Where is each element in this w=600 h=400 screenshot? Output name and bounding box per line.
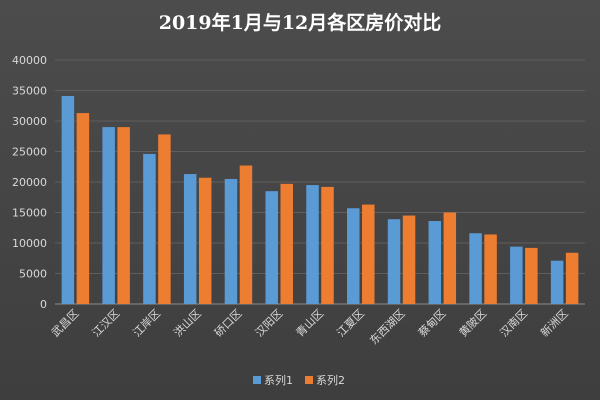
bar-系列1-东西湖区 bbox=[387, 219, 401, 304]
bar-系列2-蔡甸区 bbox=[443, 212, 457, 304]
x-tick-label: 蔡甸区 bbox=[416, 307, 449, 340]
y-tick-label: 15000 bbox=[12, 207, 47, 220]
legend: 系列1 系列2 bbox=[253, 373, 345, 387]
bar-系列2-武昌区 bbox=[76, 113, 90, 304]
bar-系列1-江夏区 bbox=[347, 208, 360, 304]
legend-swatch bbox=[253, 376, 261, 384]
bar-系列1-武昌区 bbox=[61, 95, 75, 305]
bar-系列1-青山区 bbox=[306, 185, 319, 304]
bar-系列2-洪山区 bbox=[198, 177, 212, 304]
bar-系列2-硚口区 bbox=[239, 165, 253, 304]
x-tick-label: 江夏区 bbox=[334, 307, 367, 340]
bar-系列2-东西湖区 bbox=[402, 215, 416, 304]
grid-layer bbox=[55, 59, 585, 305]
y-tick-label: 40000 bbox=[12, 54, 47, 67]
x-tick-label: 东西湖区 bbox=[367, 307, 407, 347]
chart-title: 2019年1月与12月各区房价对比 bbox=[158, 12, 442, 34]
x-tick-label: 汉阳区 bbox=[253, 307, 286, 340]
y-tick-label: 30000 bbox=[12, 115, 47, 128]
x-tick-label: 黄陂区 bbox=[456, 306, 489, 339]
bar-系列1-洪山区 bbox=[183, 174, 197, 304]
bar-系列1-黄陂区 bbox=[469, 233, 482, 304]
y-tick-label: 0 bbox=[40, 298, 47, 311]
bar-layer bbox=[61, 95, 579, 305]
x-tick-label: 汉南区 bbox=[497, 307, 530, 340]
bar-系列2-新洲区 bbox=[565, 252, 579, 304]
bar-系列1-江岸区 bbox=[143, 153, 156, 304]
bar-系列1-硚口区 bbox=[224, 178, 238, 304]
legend-label: 系列2 bbox=[316, 373, 345, 387]
bar-系列2-汉阳区 bbox=[280, 183, 293, 304]
bar-系列2-江汉区 bbox=[117, 127, 130, 304]
legend-label: 系列1 bbox=[264, 373, 293, 387]
y-tick-label: 35000 bbox=[12, 85, 47, 98]
x-tick-label: 新洲区 bbox=[538, 306, 571, 339]
y-tick-label: 10000 bbox=[12, 237, 47, 250]
x-tick-label: 江岸区 bbox=[131, 307, 164, 340]
x-tick-label: 青山区 bbox=[294, 307, 327, 340]
y-tick-label: 25000 bbox=[12, 146, 47, 159]
bar-系列1-汉阳区 bbox=[265, 191, 278, 304]
legend-swatch bbox=[305, 376, 313, 384]
x-tick-label: 江汉区 bbox=[90, 307, 123, 340]
bar-系列2-江夏区 bbox=[362, 204, 375, 304]
bar-系列2-江岸区 bbox=[158, 134, 171, 304]
bar-系列2-黄陂区 bbox=[484, 234, 497, 304]
y-tick-label: 5000 bbox=[19, 268, 47, 281]
bar-系列1-蔡甸区 bbox=[428, 221, 442, 304]
x-tick-label: 洪山区 bbox=[171, 306, 204, 339]
bar-系列2-汉南区 bbox=[525, 247, 538, 304]
bar-系列1-新洲区 bbox=[550, 260, 564, 304]
bar-系列2-青山区 bbox=[321, 186, 334, 304]
y-tick-label: 20000 bbox=[12, 176, 47, 189]
x-tick-label: 硚口区 bbox=[212, 307, 245, 340]
x-tick-label: 武昌区 bbox=[49, 307, 82, 340]
bar-系列1-江汉区 bbox=[102, 127, 115, 304]
bar-系列1-汉南区 bbox=[510, 246, 523, 304]
